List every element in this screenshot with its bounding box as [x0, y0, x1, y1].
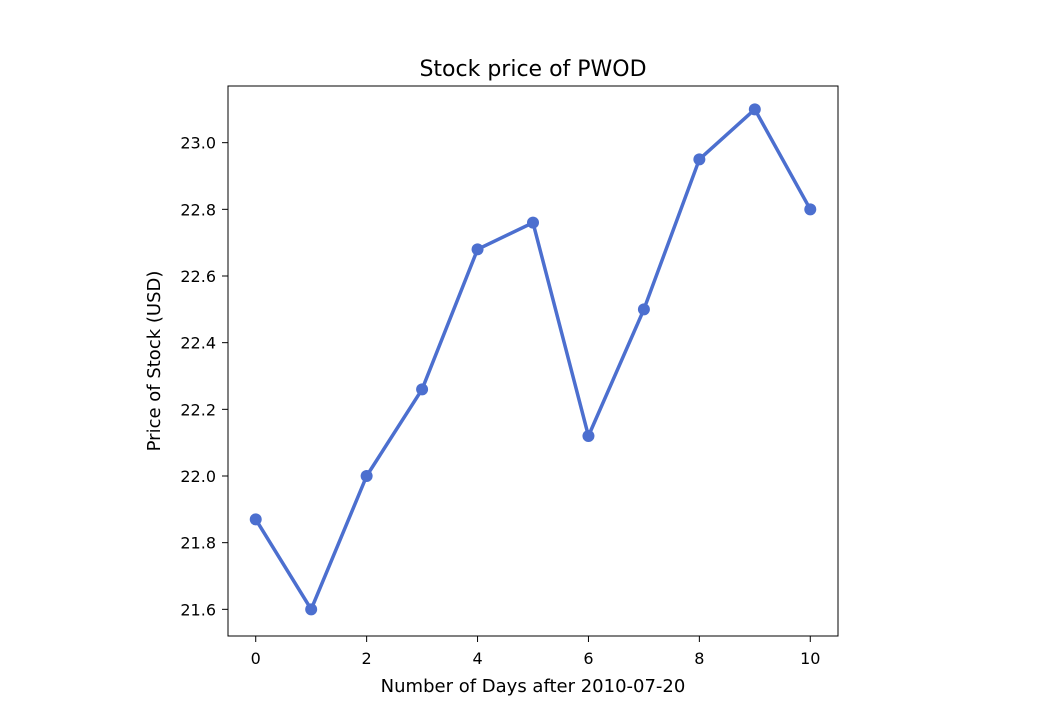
x-axis-ticks: 0 2 4 6 8 10 — [251, 636, 820, 668]
y-axis-label: Price of Stock (USD) — [144, 271, 165, 452]
y-tick-label: 21.8 — [180, 534, 216, 553]
y-tick-label: 22.4 — [180, 334, 216, 353]
chart-title: Stock price of PWOD — [419, 57, 646, 82]
data-point — [748, 103, 761, 116]
x-tick-label: 10 — [800, 649, 820, 668]
y-tick-label: 22.6 — [180, 267, 216, 286]
data-points — [249, 103, 817, 616]
x-tick-label: 0 — [251, 649, 261, 668]
data-point — [471, 243, 484, 256]
y-tick-label: 21.6 — [180, 600, 216, 619]
y-axis-ticks: 21.6 21.8 22.0 22.2 22.4 22.6 22.8 23.0 — [180, 134, 228, 619]
series-line — [254, 107, 812, 612]
data-point — [249, 513, 262, 526]
x-tick-label: 8 — [694, 649, 704, 668]
data-point — [305, 603, 318, 616]
data-point — [637, 303, 650, 316]
data-point — [416, 383, 429, 396]
data-point — [582, 430, 595, 442]
data-point — [527, 216, 539, 229]
x-axis-label: Number of Days after 2010-07-20 — [381, 676, 686, 697]
x-tick-label: 2 — [362, 649, 372, 668]
x-tick-label: 6 — [583, 649, 593, 668]
data-point — [804, 203, 817, 216]
y-tick-label: 23.0 — [180, 134, 216, 153]
data-point — [693, 153, 706, 166]
plot-frame — [227, 85, 839, 637]
y-tick-label: 22.8 — [180, 200, 216, 219]
x-tick-label: 4 — [472, 649, 482, 668]
y-tick-label: 22.0 — [180, 467, 216, 486]
data-point — [360, 470, 373, 482]
y-tick-label: 22.2 — [180, 400, 216, 419]
